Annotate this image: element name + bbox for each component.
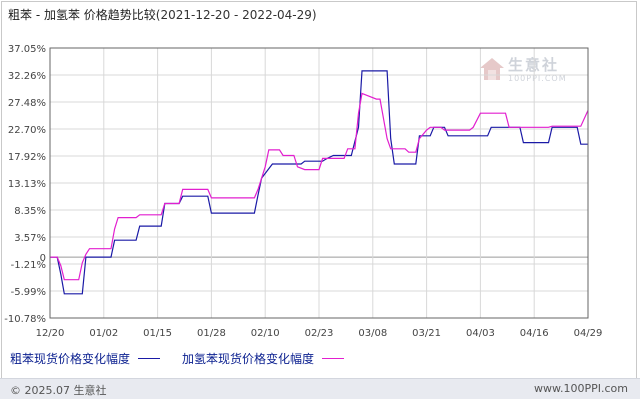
legend-swatch-series2 <box>322 358 345 359</box>
x-tick-label: 12/20 <box>36 328 65 339</box>
legend: 粗苯现货价格变化幅度 加氢苯现货价格变化幅度 <box>10 350 345 367</box>
series-lines <box>50 70 589 295</box>
y-tick-label: 13.13% <box>8 179 46 190</box>
x-tick-label: 02/10 <box>251 328 280 339</box>
x-tick-label: 04/03 <box>466 328 495 339</box>
legend-item-series1: 粗苯现货价格变化幅度 <box>10 350 161 367</box>
legend-label-series1: 粗苯现货价格变化幅度 <box>10 352 131 366</box>
footer-bar: © 2025.07 生意社 www.100PPI.com <box>0 378 640 399</box>
x-tick-label: 04/16 <box>520 328 549 339</box>
chart-title: 粗苯 - 加氢苯 价格趋势比较(2021-12-20 - 2022-04-29) <box>8 6 317 23</box>
x-tick-labels: 12/20 01/02 01/15 01/28 02/10 02/23 03/08 03/21… <box>36 328 603 339</box>
footer-url[interactable]: www.100PPI.com <box>534 382 628 395</box>
y-tick-label: -5.99% <box>11 287 46 298</box>
legend-swatch-series1 <box>138 358 161 359</box>
title-text: 粗苯 - 加氢苯 价格趋势比较 <box>8 8 156 22</box>
series-line-1 <box>50 70 588 295</box>
zero-label: 0 <box>40 253 46 264</box>
y-tick-label: 3.57% <box>14 233 46 244</box>
x-tick-label: 03/21 <box>412 328 441 339</box>
y-tick-label: 27.48% <box>8 98 46 109</box>
y-tick-label: -1.21% <box>11 260 46 271</box>
y-tick-label: 8.35% <box>14 206 46 217</box>
y-tick-labels: 37.05% 32.26% 27.48% 22.70% 17.92% 13.13% 8.35… <box>4 44 46 325</box>
footer-copyright: © 2025.07 生意社 <box>10 384 107 397</box>
y-tick-label: 17.92% <box>8 152 46 163</box>
legend-label-series2: 加氢苯现货价格变化幅度 <box>182 352 315 366</box>
x-tick-label: 03/08 <box>358 328 387 339</box>
x-tick-label: 01/28 <box>197 328 226 339</box>
x-tick-label: 01/02 <box>89 328 118 339</box>
x-tick-label: 02/23 <box>305 328 334 339</box>
y-tick-label: 32.26% <box>8 71 46 82</box>
grid-lines <box>49 47 589 319</box>
watermark-brand: 生意社 <box>508 56 560 74</box>
legend-item-series2: 加氢苯现货价格变化幅度 <box>182 350 345 367</box>
y-tick-label: 22.70% <box>8 125 46 136</box>
plot-border <box>49 47 589 319</box>
y-tick-label: 37.05% <box>8 44 46 55</box>
title-date-range: (2021-12-20 - 2022-04-29) <box>155 8 317 22</box>
series-line-2 <box>50 92 589 281</box>
axes <box>49 47 589 319</box>
watermark-sub: 100PPI.COM <box>508 74 567 83</box>
x-tick-label: 01/15 <box>143 328 172 339</box>
x-tick-label: 04/29 <box>574 328 603 339</box>
y-tick-label: -10.78% <box>4 314 46 325</box>
